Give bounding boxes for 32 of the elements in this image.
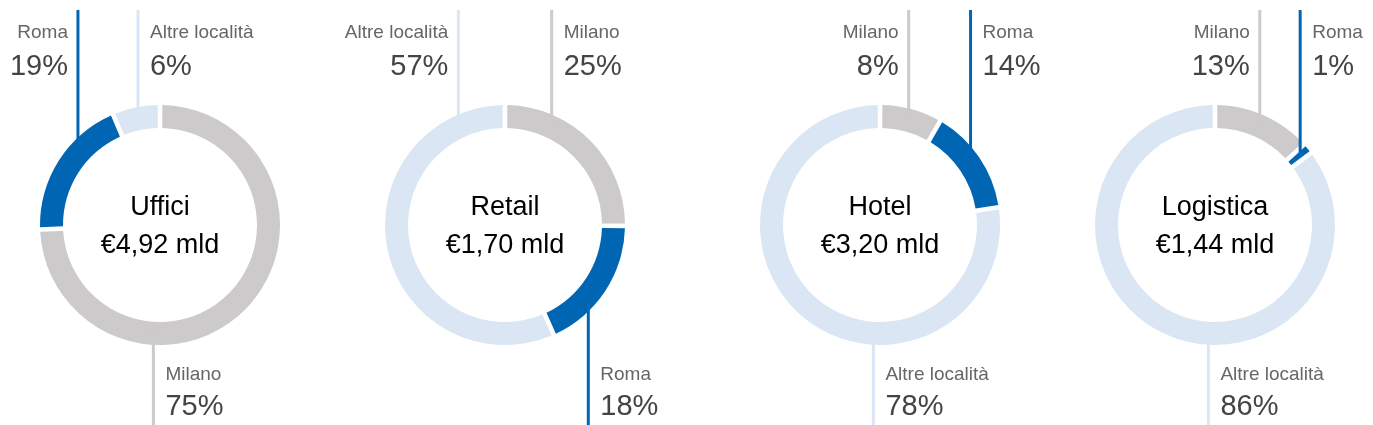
data-label: 75%: [165, 389, 224, 421]
data-label: 19%: [9, 49, 68, 81]
data-label: 25%: [563, 49, 622, 81]
text: €1,70 mld: [445, 229, 565, 259]
slice-label: Roma: [17, 21, 69, 42]
text: €3,20 mld: [820, 229, 940, 259]
text: Retail: [470, 191, 540, 221]
data-label: 57%: [390, 49, 449, 81]
slice-label: Altre località: [149, 21, 254, 42]
slice-label: Milano: [842, 21, 899, 42]
text: Hotel: [848, 191, 912, 221]
text: Logistica: [1161, 191, 1270, 221]
data-label: 86%: [1220, 389, 1279, 421]
data-label: 78%: [885, 389, 944, 421]
slice-label: Milano: [165, 363, 222, 384]
slice-label: Roma: [982, 21, 1034, 42]
text: €4,92 mld: [100, 229, 220, 259]
slice-label: Milano: [1193, 21, 1250, 42]
data-label: 1%: [1312, 49, 1355, 81]
slice-label: Milano: [563, 21, 620, 42]
slice-label: Altre località: [1220, 363, 1325, 384]
data-label: 13%: [1191, 49, 1250, 81]
slice-label: Roma: [1312, 21, 1364, 42]
slice-label: Altre località: [344, 21, 449, 42]
data-label: 8%: [856, 49, 899, 81]
text: Uffici: [130, 191, 190, 221]
slice-label: Altre località: [885, 363, 990, 384]
text: €1,44 mld: [1155, 229, 1275, 259]
data-label: 18%: [600, 389, 659, 421]
slice-label: Roma: [600, 363, 652, 384]
data-label: 6%: [149, 49, 192, 81]
data-label: 14%: [982, 49, 1041, 81]
